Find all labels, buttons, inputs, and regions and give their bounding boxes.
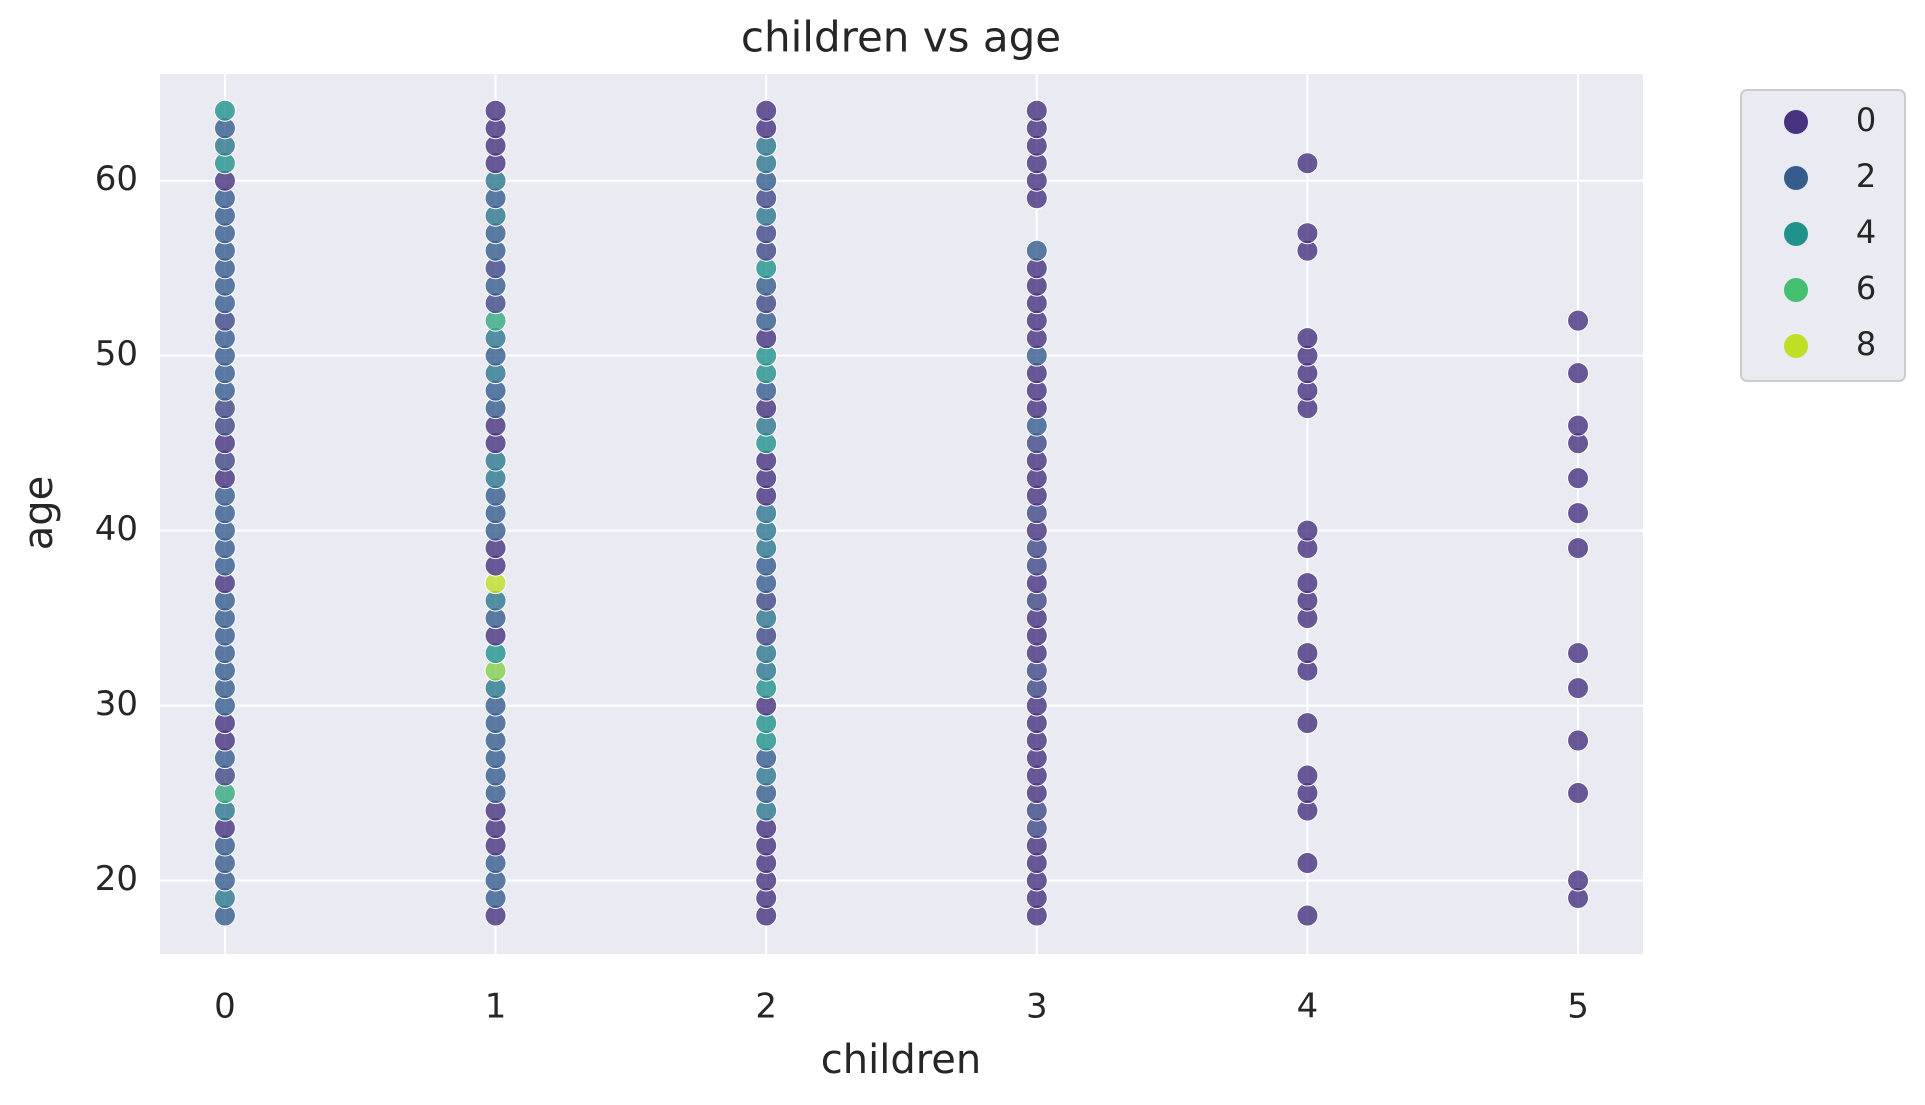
x-tick-label: 0 bbox=[214, 987, 236, 1027]
scatter-point bbox=[1567, 642, 1590, 665]
y-axis-label: age bbox=[16, 476, 62, 551]
legend-box bbox=[1740, 89, 1906, 382]
x-tick-label: 5 bbox=[1567, 987, 1589, 1027]
scatter-point bbox=[1296, 152, 1319, 175]
scatter-point bbox=[1567, 869, 1590, 892]
x-tick-label: 4 bbox=[1297, 987, 1319, 1027]
x-tick-label: 2 bbox=[755, 987, 777, 1027]
chart-title: children vs age bbox=[741, 13, 1061, 62]
legend-label: 4 bbox=[1856, 213, 1876, 251]
scatter-point bbox=[1296, 764, 1319, 787]
y-tick-label: 60 bbox=[95, 159, 138, 199]
y-tick-label: 40 bbox=[95, 509, 138, 549]
scatter-point bbox=[1296, 852, 1319, 875]
y-tick-label: 20 bbox=[95, 859, 138, 899]
scatter-point bbox=[1567, 309, 1590, 332]
scatter-point bbox=[1025, 99, 1048, 122]
legend-label: 6 bbox=[1856, 269, 1876, 307]
x-axis-label: children bbox=[821, 1037, 982, 1083]
legend-label: 0 bbox=[1856, 101, 1876, 139]
scatter-point bbox=[1296, 712, 1319, 735]
legend-label: 2 bbox=[1856, 157, 1876, 195]
scatter-point bbox=[1567, 467, 1590, 490]
scatter-point bbox=[1567, 502, 1590, 525]
scatter-point bbox=[213, 99, 236, 122]
legend-marker bbox=[1784, 278, 1808, 302]
scatter-point bbox=[755, 99, 778, 122]
legend-marker bbox=[1784, 110, 1808, 134]
scatter-point bbox=[1567, 537, 1590, 560]
scatter-point bbox=[1567, 677, 1590, 700]
scatter-point bbox=[1567, 362, 1590, 385]
y-tick-label: 30 bbox=[95, 684, 138, 724]
scatter-point bbox=[1567, 729, 1590, 752]
scatter-point bbox=[1296, 327, 1319, 350]
scatter-point bbox=[1296, 519, 1319, 542]
legend-label: 8 bbox=[1856, 325, 1876, 363]
legend-marker bbox=[1784, 334, 1808, 358]
plot-area bbox=[160, 74, 1643, 954]
legend-marker bbox=[1784, 222, 1808, 246]
scatter-point bbox=[1567, 782, 1590, 805]
scatter-point bbox=[1025, 239, 1048, 262]
scatter-point bbox=[1296, 572, 1319, 595]
x-tick-label: 1 bbox=[485, 987, 507, 1027]
scatter-point bbox=[1296, 642, 1319, 665]
y-tick-label: 50 bbox=[95, 334, 138, 374]
scatter-point bbox=[1296, 222, 1319, 245]
x-tick-label: 3 bbox=[1026, 987, 1048, 1027]
legend-marker bbox=[1784, 166, 1808, 190]
scatter-point bbox=[1296, 904, 1319, 927]
scatter-point bbox=[1567, 414, 1590, 437]
scatter-point bbox=[484, 99, 507, 122]
